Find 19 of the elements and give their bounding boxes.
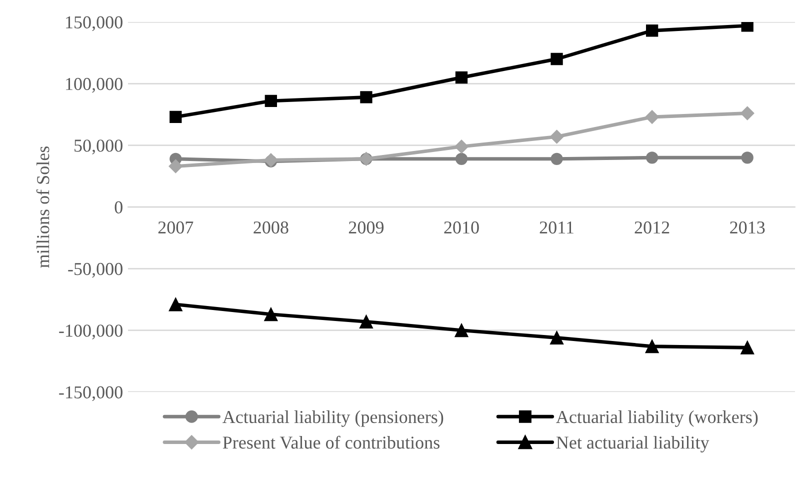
y-tick-label: 50,000 bbox=[74, 140, 122, 154]
x-tick-label: 2008 bbox=[254, 221, 288, 234]
y-tick-label: 0 bbox=[114, 201, 122, 214]
x-tick-label: 2012 bbox=[634, 221, 670, 234]
x-tick-label: 2011 bbox=[540, 221, 574, 234]
y-tick-label: -50,000 bbox=[68, 262, 122, 278]
y-tick-label: -150,000 bbox=[59, 386, 122, 402]
y-tick-label: 150,000 bbox=[66, 16, 122, 32]
x-tick-label: 2013 bbox=[730, 221, 765, 234]
y-tick-label: 100,000 bbox=[66, 78, 122, 93]
legend-label: Actuarial liability (pensioners) bbox=[222, 410, 444, 427]
x-tick-label: 2010 bbox=[444, 221, 479, 234]
y-tick-label: -100,000 bbox=[59, 324, 122, 340]
legend-label: Net actuarial liability bbox=[556, 436, 710, 452]
legend-label: Present Value of contributions bbox=[222, 436, 440, 449]
legend-label: Actuarial liability (workers) bbox=[556, 410, 758, 427]
x-tick-label: 2007 bbox=[158, 221, 194, 234]
x-tick-label: 2009 bbox=[348, 221, 384, 234]
y-axis-title: millions of Soles bbox=[36, 146, 50, 268]
